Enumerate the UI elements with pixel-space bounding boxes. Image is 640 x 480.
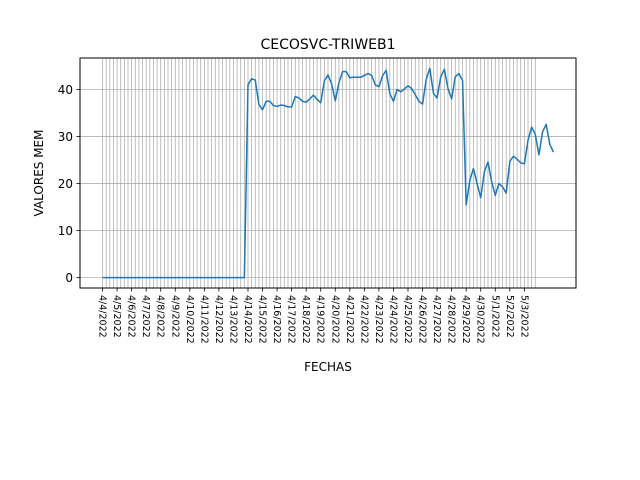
x-tick-label: 4/19/2022 bbox=[315, 295, 326, 344]
y-tick-label: 0 bbox=[65, 271, 73, 285]
series-line bbox=[102, 67, 555, 279]
x-tick-label: 4/27/2022 bbox=[431, 295, 442, 344]
x-tick-label: 4/25/2022 bbox=[402, 295, 413, 344]
x-tick-label: 4/26/2022 bbox=[417, 295, 428, 344]
x-axis: 4/4/2022 4/5/2022 4/6/2022 4/7/2022 4/8/2022… bbox=[97, 288, 529, 344]
x-tick-label: 4/24/2022 bbox=[387, 295, 398, 344]
x-tick-label: 4/14/2022 bbox=[242, 295, 253, 344]
x-tick-label: 4/12/2022 bbox=[213, 295, 224, 344]
x-tick-label: 4/16/2022 bbox=[271, 295, 282, 344]
x-tick-label: 4/30/2022 bbox=[475, 295, 486, 344]
x-tick-label: 5/3/2022 bbox=[518, 295, 529, 338]
plot-frame bbox=[79, 57, 577, 289]
x-tick-label: 4/6/2022 bbox=[126, 295, 137, 338]
x-tick-label: 4/13/2022 bbox=[227, 295, 238, 344]
grid-lines bbox=[80, 58, 576, 288]
x-tick-label: 4/23/2022 bbox=[373, 295, 384, 344]
x-tick-label: 4/28/2022 bbox=[446, 295, 457, 344]
y-tick-label: 30 bbox=[58, 130, 73, 144]
x-tick-label: 4/22/2022 bbox=[358, 295, 369, 344]
x-tick-label: 4/5/2022 bbox=[111, 295, 122, 338]
x-tick-label: 4/15/2022 bbox=[257, 295, 268, 344]
x-tick-label: 4/11/2022 bbox=[198, 295, 209, 344]
x-tick-label: 4/29/2022 bbox=[460, 295, 471, 344]
chart-title: CECOSVC-TRIWEB1 bbox=[260, 37, 395, 53]
x-tick-label: 4/18/2022 bbox=[300, 295, 311, 344]
y-tick-label: 20 bbox=[58, 177, 73, 191]
x-tick-label: 4/9/2022 bbox=[169, 295, 180, 338]
y-tick-label: 40 bbox=[58, 83, 73, 97]
x-axis-label: FECHAS bbox=[304, 360, 352, 374]
x-tick-label: 4/21/2022 bbox=[344, 295, 355, 344]
y-axis: 0 10 20 30 40 bbox=[58, 83, 80, 285]
x-tick-label: 4/10/2022 bbox=[184, 295, 195, 344]
x-tick-label: 4/8/2022 bbox=[155, 295, 166, 338]
y-tick-label: 10 bbox=[58, 224, 73, 238]
x-tick-label: 4/17/2022 bbox=[286, 295, 297, 344]
x-tick-label: 5/1/2022 bbox=[489, 295, 500, 338]
y-axis-label: VALORES MEM bbox=[32, 130, 46, 217]
x-tick-label: 4/20/2022 bbox=[329, 295, 340, 344]
x-tick-label: 4/7/2022 bbox=[140, 295, 151, 338]
x-tick-label: 5/2/2022 bbox=[504, 295, 515, 338]
x-tick-label: 4/4/2022 bbox=[97, 295, 108, 338]
